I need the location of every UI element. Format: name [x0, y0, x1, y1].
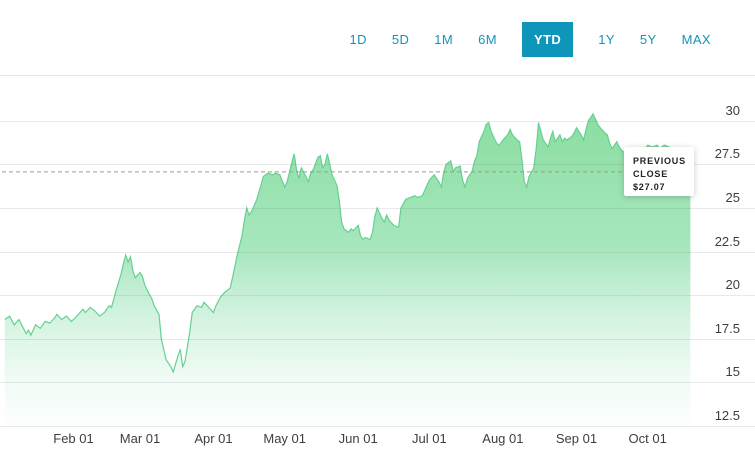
tooltip-price: $27.07	[633, 182, 666, 192]
gridline-15	[0, 382, 755, 384]
y-tick-label: 30	[725, 102, 740, 118]
tab-ytd[interactable]: YTD	[522, 22, 574, 57]
tab-6m[interactable]: 6M	[478, 32, 498, 47]
price-line	[4, 112, 691, 374]
gridline-22.5	[0, 251, 755, 253]
gridline-12.5	[0, 426, 755, 427]
y-tick-label: 15	[725, 364, 740, 380]
y-tick-label: 22.5	[714, 233, 740, 249]
y-tick-label: 17.5	[714, 320, 740, 336]
tab-1y[interactable]: 1Y	[598, 32, 615, 47]
x-tick-label: Aug 01	[482, 431, 524, 446]
tab-max[interactable]: MAX	[681, 32, 711, 47]
tab-1d[interactable]: 1D	[349, 32, 367, 47]
gridline-30	[0, 120, 755, 122]
y-tick-label: 12.5	[714, 408, 740, 423]
y-tick-label: 20	[725, 277, 740, 293]
x-tick-label: Sep 01	[555, 431, 598, 446]
x-tick-label: Feb 01	[53, 431, 94, 446]
x-tick-label: Jul 01	[412, 431, 447, 446]
header-divider	[0, 75, 755, 76]
gridline-27.5	[0, 164, 755, 166]
area-fill	[4, 113, 691, 427]
range-tabs: 1D 5D 1M 6M YTD 1Y 5Y MAX	[349, 22, 711, 57]
y-tick-label: 27.5	[714, 146, 740, 162]
tab-5d[interactable]: 5D	[391, 32, 410, 47]
gridline-20	[0, 295, 755, 297]
tooltip-label: PREVIOUS CLOSE	[633, 156, 686, 179]
tab-5y[interactable]: 5Y	[639, 32, 657, 47]
tab-1m[interactable]: 1M	[434, 32, 454, 47]
gridline-25	[0, 208, 755, 209]
x-tick-label: Mar 01	[119, 431, 161, 446]
y-tick-label: 25	[725, 190, 740, 205]
previous-close-tooltip: PREVIOUS CLOSE $27.07	[624, 147, 694, 196]
x-tick-label: Oct 01	[628, 431, 667, 446]
gridline-17.5	[0, 338, 755, 340]
x-tick-label: Apr 01	[194, 431, 233, 446]
x-tick-label: Jun 01	[338, 431, 378, 446]
x-tick-label: May 01	[263, 431, 306, 446]
